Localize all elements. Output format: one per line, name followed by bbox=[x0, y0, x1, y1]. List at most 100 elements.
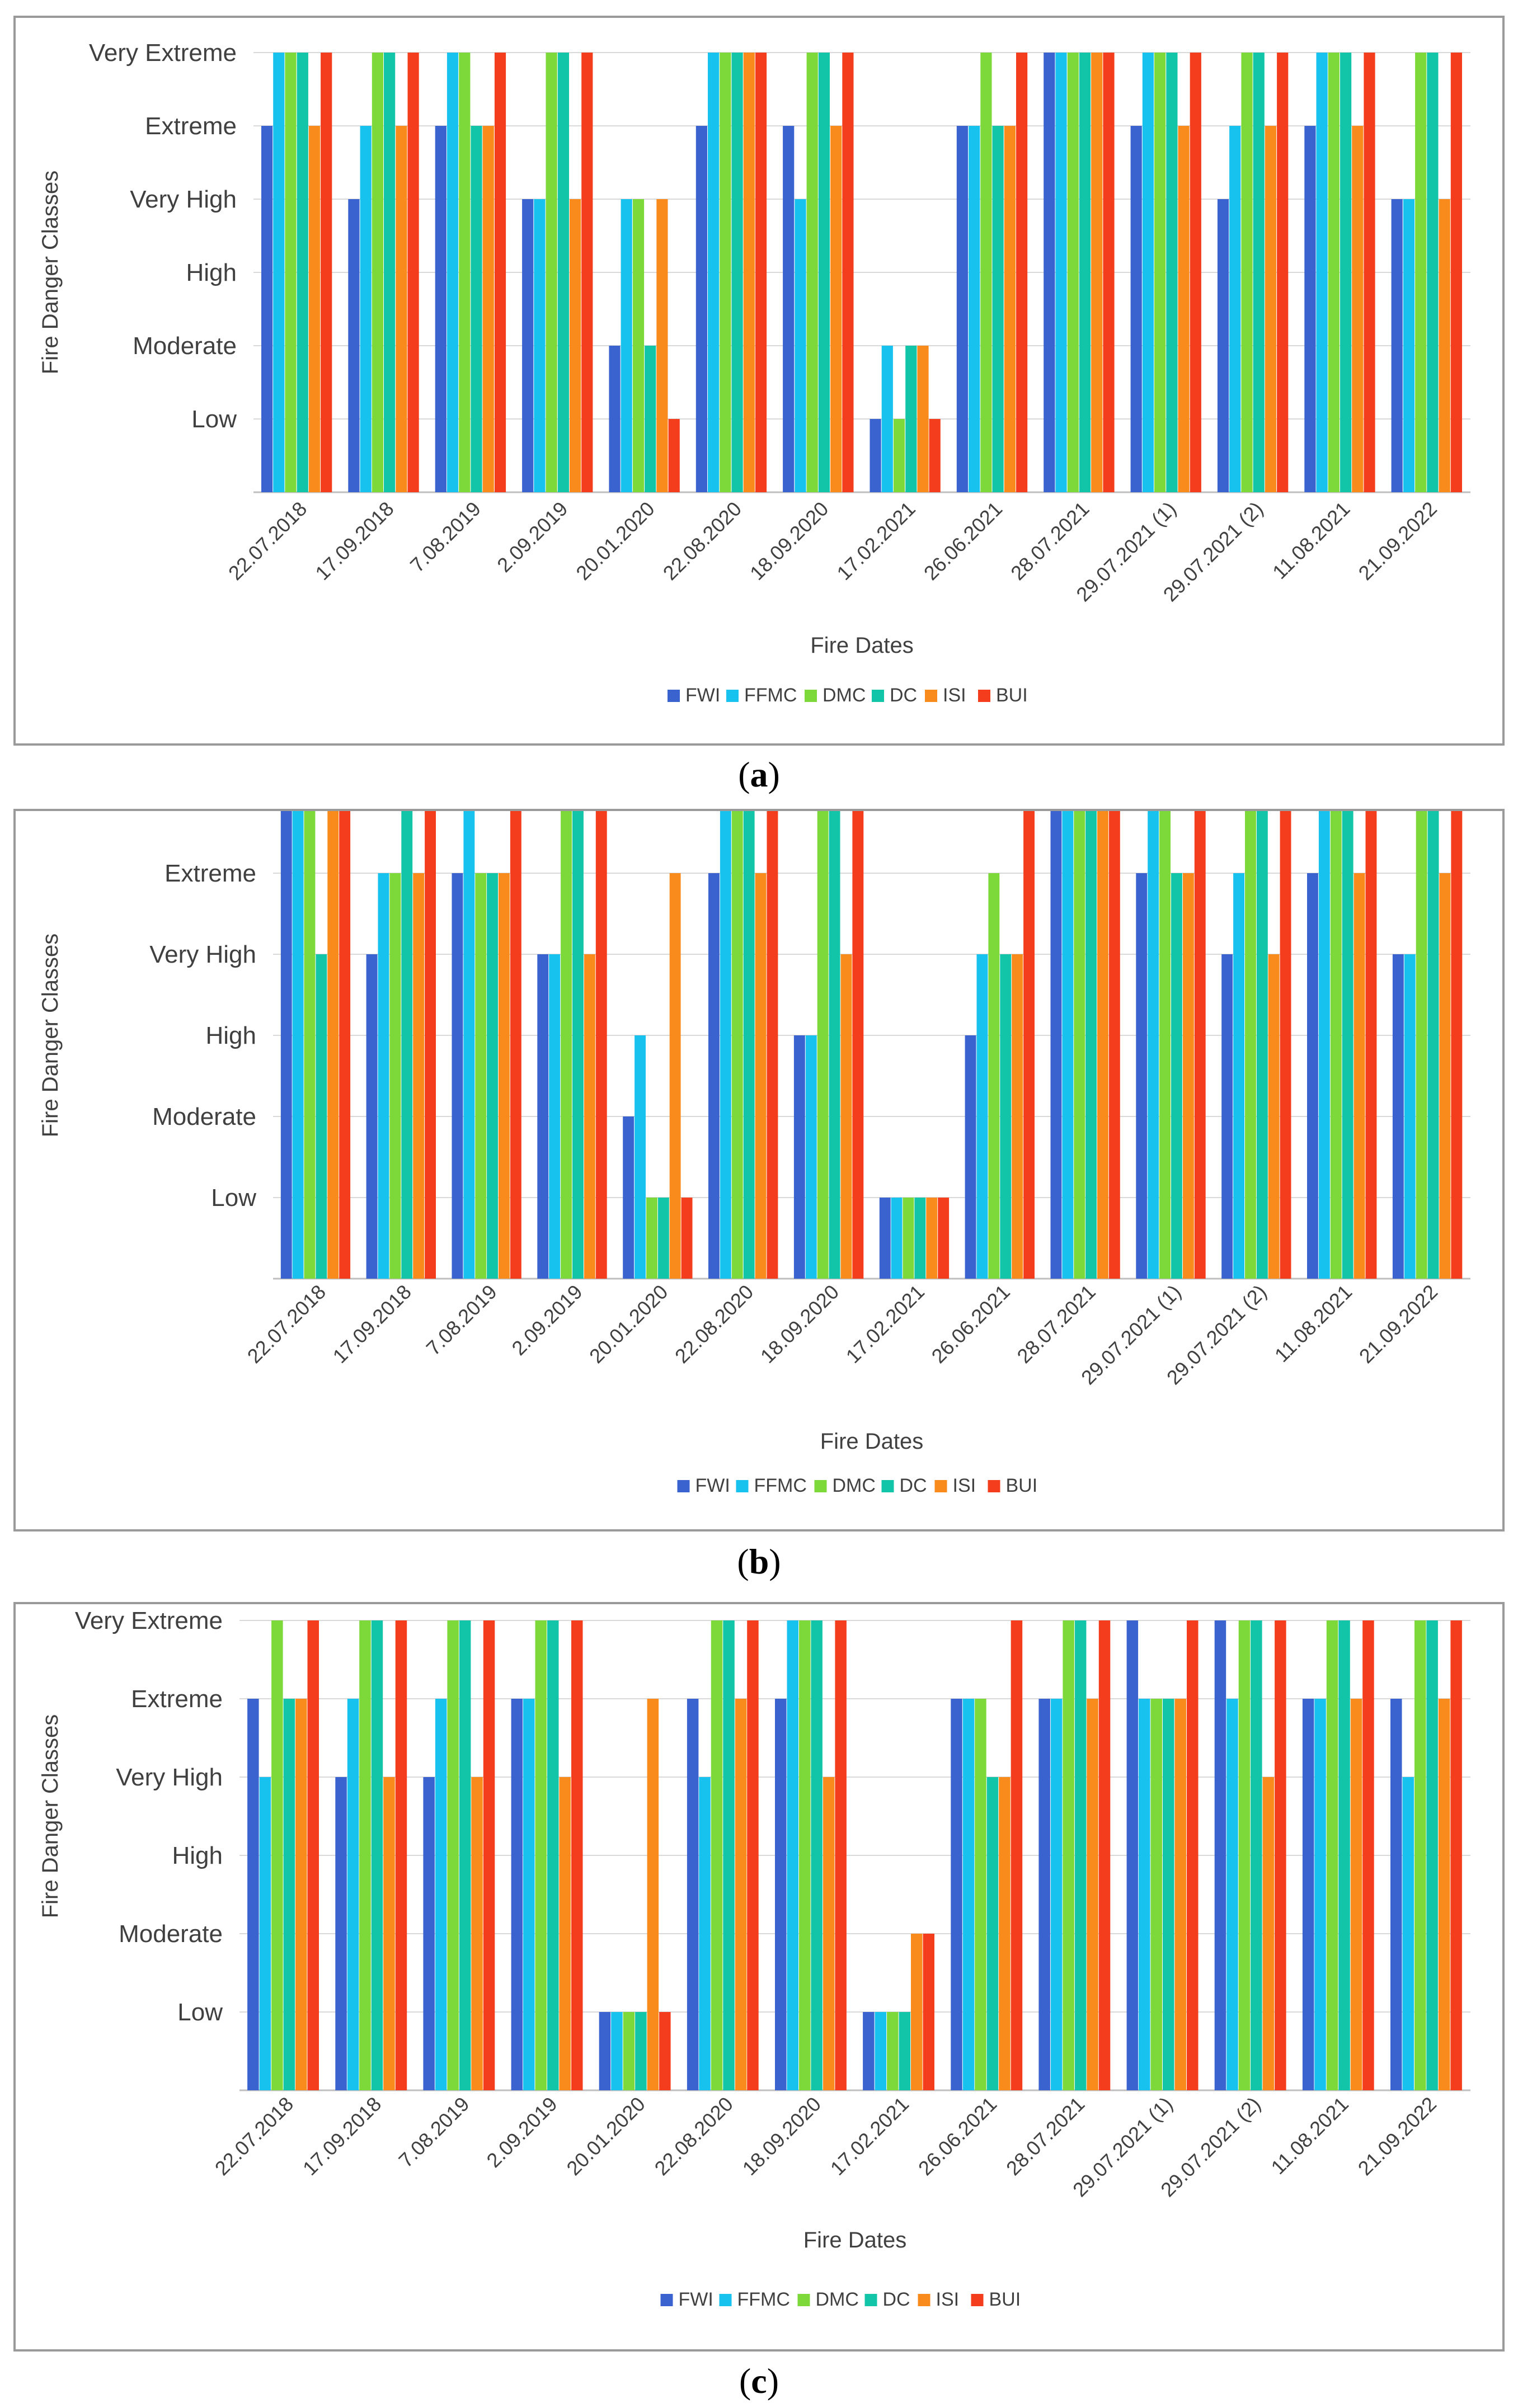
bar-bui bbox=[395, 1620, 407, 2090]
bar-bui bbox=[581, 53, 593, 492]
bar-bui bbox=[510, 811, 521, 1279]
legend-label-dc: DC bbox=[900, 1475, 927, 1496]
bar-ffmc bbox=[523, 1699, 535, 2090]
bar-isi bbox=[647, 1699, 659, 2090]
legend-swatch-ffmc bbox=[719, 2294, 732, 2306]
x-tick-label: 22.07.2018 bbox=[243, 1280, 330, 1368]
bar-ffmc bbox=[347, 1699, 359, 2090]
bar-fwi bbox=[1307, 873, 1318, 1279]
bar-isi bbox=[499, 873, 510, 1279]
legend-label-dc: DC bbox=[883, 2289, 910, 2310]
legend-label-ffmc: FFMC bbox=[737, 2289, 790, 2310]
bar-bui bbox=[407, 53, 419, 492]
bar-bui bbox=[1011, 1620, 1023, 2090]
bar-dc bbox=[1340, 53, 1352, 492]
bar-isi bbox=[1438, 1699, 1450, 2090]
bar-ffmc bbox=[534, 199, 546, 492]
bar-fwi bbox=[1050, 811, 1062, 1279]
bar-dc bbox=[297, 53, 308, 492]
x-tick-label: 2.09.2019 bbox=[492, 497, 572, 577]
legend-label-dmc: DMC bbox=[823, 685, 866, 706]
bar-bui bbox=[1016, 53, 1028, 492]
bar-dc bbox=[1000, 954, 1012, 1279]
legend-label-isi: ISI bbox=[943, 685, 966, 706]
bar-bui bbox=[1451, 811, 1463, 1279]
legend-label-fwi: FWI bbox=[685, 685, 720, 706]
bar-dmc bbox=[711, 1620, 723, 2090]
bar-ffmc bbox=[1318, 811, 1330, 1279]
bar-fwi bbox=[1302, 1699, 1314, 2090]
bar-fwi bbox=[1130, 126, 1142, 492]
bar-bui bbox=[1187, 1620, 1199, 2090]
bar-dc bbox=[1256, 811, 1268, 1279]
bar-dc bbox=[1074, 1620, 1087, 2090]
bar-dmc bbox=[1416, 811, 1427, 1279]
bar-fwi bbox=[775, 1699, 787, 2090]
legend-label-dmc: DMC bbox=[833, 1475, 876, 1496]
bar-ffmc bbox=[875, 2012, 887, 2090]
bar-dc bbox=[316, 954, 327, 1279]
y-tick-label: Extreme bbox=[131, 1685, 223, 1713]
bar-dc bbox=[992, 126, 1004, 492]
bar-dmc bbox=[546, 53, 557, 492]
bar-dmc bbox=[806, 53, 818, 492]
x-tick-label: 22.08.2020 bbox=[670, 1280, 758, 1368]
bar-fwi bbox=[687, 1699, 699, 2090]
bar-ffmc bbox=[1403, 199, 1415, 492]
bar-ffmc bbox=[1055, 53, 1067, 492]
bar-ffmc bbox=[292, 811, 304, 1279]
bar-dc bbox=[635, 2012, 647, 2090]
bar-isi bbox=[926, 1198, 938, 1279]
x-tick-label: 7.08.2019 bbox=[394, 2093, 473, 2172]
bar-bui bbox=[852, 811, 864, 1279]
x-tick-label: 20.01.2020 bbox=[562, 2093, 649, 2180]
legend: FWI FFMC DMC DC ISI BUI bbox=[668, 685, 1028, 706]
x-axis-title: Fire Dates bbox=[820, 1429, 924, 1454]
bar-ffmc bbox=[787, 1620, 798, 2090]
bar-dc bbox=[1079, 53, 1091, 492]
bar-isi bbox=[1353, 873, 1365, 1279]
bar-isi bbox=[999, 1777, 1011, 2090]
x-tick-label: 21.09.2022 bbox=[1354, 497, 1441, 585]
bar-ffmc bbox=[1314, 1699, 1326, 2090]
bar-fwi bbox=[1392, 954, 1404, 1279]
legend-label-fwi: FWI bbox=[679, 2289, 713, 2310]
bar-ffmc bbox=[699, 1777, 711, 2090]
bar-dc bbox=[1253, 53, 1265, 492]
bar-bui bbox=[571, 1620, 583, 2090]
bar-dmc bbox=[561, 811, 572, 1279]
bar-dmc bbox=[623, 2012, 635, 2090]
bar-isi bbox=[1091, 53, 1103, 492]
x-tick-label: 20.01.2020 bbox=[571, 497, 659, 585]
legend-swatch-dc bbox=[872, 690, 884, 702]
bar-bui bbox=[1108, 811, 1120, 1279]
bar-bui bbox=[835, 1620, 847, 2090]
bar-dmc bbox=[1414, 1620, 1426, 2090]
bar-fwi bbox=[1038, 1699, 1050, 2090]
y-tick-label: Very Extreme bbox=[89, 39, 237, 67]
bar-fwi bbox=[1390, 1699, 1402, 2090]
bar-dc bbox=[487, 873, 498, 1279]
bar-ffmc bbox=[708, 53, 720, 492]
bar-dc bbox=[557, 53, 569, 492]
bar-fwi bbox=[1214, 1620, 1226, 2090]
legend-swatch-bui bbox=[988, 1480, 1000, 1492]
bar-dc bbox=[1251, 1620, 1262, 2090]
bar-fwi bbox=[793, 1035, 805, 1279]
bar-fwi bbox=[879, 1198, 891, 1279]
x-tick-label: 11.08.2021 bbox=[1268, 497, 1355, 584]
bar-fwi bbox=[1304, 126, 1316, 492]
bar-fwi bbox=[435, 126, 447, 492]
bar-ffmc bbox=[1148, 811, 1159, 1279]
bar-bui bbox=[668, 419, 680, 492]
bar-dc bbox=[471, 126, 482, 492]
bar-dmc bbox=[887, 2012, 899, 2090]
bar-dmc bbox=[1238, 1620, 1251, 2090]
bar-bui bbox=[747, 1620, 759, 2090]
y-tick-label: High bbox=[172, 1842, 223, 1869]
legend-swatch-ffmc bbox=[726, 690, 739, 702]
bar-ffmc bbox=[611, 2012, 623, 2090]
y-tick-label: Very High bbox=[149, 941, 256, 968]
legend-label-bui: BUI bbox=[989, 2289, 1021, 2310]
bar-dmc bbox=[799, 1620, 811, 2090]
